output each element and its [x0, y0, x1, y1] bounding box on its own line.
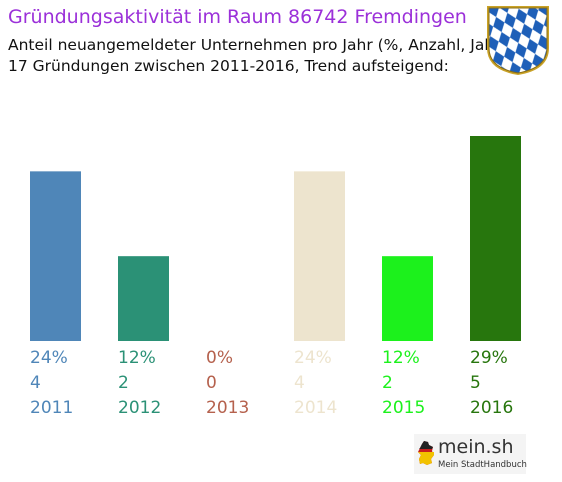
bar-2014	[294, 171, 345, 341]
count-label-2015: 2	[382, 373, 393, 393]
count-label-2014: 4	[294, 373, 305, 393]
year-label-2013: 2013	[206, 398, 250, 418]
logo-tagline: Mein StadtHandbuch	[438, 460, 527, 470]
chart-subtitle: Anteil neuangemeldeter Unternehmen pro J…	[8, 35, 507, 77]
percent-label-2016: 29%	[470, 348, 508, 368]
subtitle-line-1: Anteil neuangemeldeter Unternehmen pro J…	[8, 36, 507, 54]
logo-name: mein.sh	[438, 436, 514, 458]
count-label-2012: 2	[118, 373, 129, 393]
year-label-2016: 2016	[470, 398, 514, 418]
count-label-2016: 5	[470, 373, 481, 393]
chart-title: Gründungsaktivität im Raum 86742 Fremdin…	[8, 6, 467, 28]
bavaria-coat-of-arms-icon	[487, 6, 549, 75]
percent-label-2015: 12%	[382, 348, 420, 368]
year-label-2015: 2015	[382, 398, 426, 418]
year-label-2014: 2014	[294, 398, 338, 418]
subtitle-line-2: 17 Gründungen zwischen 2011-2016, Trend …	[8, 57, 449, 75]
percent-label-2014: 24%	[294, 348, 332, 368]
mein-sh-logo[interactable]: mein.sh Mein StadtHandbuch	[414, 434, 527, 474]
bar-2015	[382, 256, 433, 341]
bar-2011	[30, 171, 81, 341]
percent-label-2013: 0%	[206, 348, 233, 368]
count-label-2013: 0	[206, 373, 217, 393]
percent-label-2011: 24%	[30, 348, 68, 368]
year-label-2011: 2011	[30, 398, 74, 418]
percent-label-2012: 12%	[118, 348, 156, 368]
year-label-2012: 2012	[118, 398, 162, 418]
bar-2012	[118, 256, 169, 341]
germany-map-icon	[418, 441, 434, 465]
bar-2016	[470, 136, 521, 341]
count-label-2011: 4	[30, 373, 41, 393]
